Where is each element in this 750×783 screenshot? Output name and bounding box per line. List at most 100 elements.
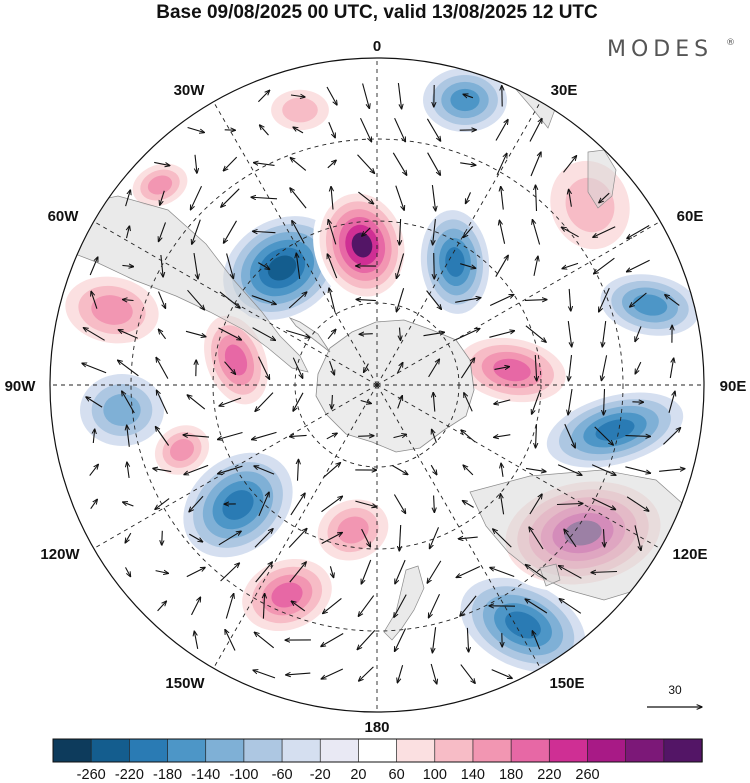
wind-vector <box>358 595 375 617</box>
wind-vector <box>635 361 642 374</box>
wind-vector <box>568 389 573 415</box>
lon-label-30e: 30E <box>551 82 578 99</box>
wind-vector <box>556 504 583 505</box>
wind-vector <box>356 299 376 300</box>
wind-vector <box>669 358 673 379</box>
colorbar-segment <box>205 738 245 763</box>
colorbar-segment <box>358 738 398 763</box>
wind-vector <box>362 227 371 236</box>
wind-vector <box>490 568 515 578</box>
wind-vector <box>663 428 680 445</box>
wind-vector <box>125 567 131 576</box>
anomaly-pos-8 <box>307 490 399 570</box>
wind-vectors <box>82 83 685 684</box>
wind-vector <box>252 327 276 341</box>
wind-vector <box>432 429 437 443</box>
colorbar-segment <box>510 738 551 763</box>
wind-vector <box>258 492 269 517</box>
wind-vector <box>604 388 605 415</box>
wind-vector <box>591 464 616 475</box>
wind-vector <box>254 466 275 475</box>
colorbar-segment <box>663 738 703 763</box>
wind-vector <box>327 160 336 169</box>
wind-vector <box>433 392 435 412</box>
wind-vector <box>155 571 169 574</box>
colorbar-segment <box>548 738 589 763</box>
colorbar: -260 -220 -180 -140 -100 -60 -20 20 60 100 140 180 2… <box>52 738 703 783</box>
modes-logo: MODES ® <box>607 37 735 62</box>
colorbar-segment <box>396 738 436 763</box>
wind-vector <box>321 633 344 647</box>
wind-vector <box>458 537 478 539</box>
wind-vector <box>391 464 408 474</box>
anomaly-pos-9 <box>232 551 342 639</box>
wind-vector <box>433 219 436 245</box>
tasmania-land <box>539 563 561 587</box>
wind-vector <box>332 394 333 409</box>
wind-vector <box>360 117 372 142</box>
wind-vector <box>430 527 440 548</box>
wind-vector <box>158 329 167 340</box>
meridian-line <box>376 221 661 386</box>
anomaly-neg-6 <box>546 392 684 468</box>
wind-vector <box>460 595 477 616</box>
colorbar-segment <box>587 738 627 763</box>
wind-vector <box>593 226 616 238</box>
wind-vector <box>396 253 405 279</box>
wind-vector <box>189 495 204 512</box>
wind-vector <box>665 295 680 306</box>
wind-vector <box>254 529 273 548</box>
meridian-line <box>213 101 378 386</box>
wind-vector <box>392 152 406 175</box>
wind-vector <box>499 220 506 244</box>
wind-vector <box>154 161 170 165</box>
wind-vector <box>162 530 163 545</box>
longitude-labels: 0 30E 60E 90E 120E 150E 180 150W 120W 90… <box>5 38 747 736</box>
wind-vector <box>123 300 134 301</box>
wind-vector <box>434 495 435 513</box>
wind-vector <box>460 163 476 165</box>
wind-vector <box>591 572 618 573</box>
wind-vector <box>559 599 582 614</box>
wind-vector <box>529 494 542 515</box>
wind-vector <box>258 90 269 103</box>
wind-vector <box>89 464 99 476</box>
anomaly-pos-10 <box>446 330 578 410</box>
wind-vector <box>291 601 306 612</box>
wind-vector <box>536 185 537 212</box>
wind-vector <box>290 188 307 209</box>
wind-vector <box>189 533 202 542</box>
wind-vector <box>394 594 407 618</box>
wind-vector <box>323 597 342 613</box>
wind-vector <box>529 119 542 142</box>
anomaly-neg-7 <box>460 577 586 673</box>
wind-vector <box>358 191 373 204</box>
meridian-line <box>93 221 378 386</box>
wind-vector <box>359 666 374 681</box>
colorbar-tick-label: 20 <box>350 767 366 783</box>
wind-vector <box>193 253 198 279</box>
wind-vector <box>327 329 336 340</box>
wind-vector <box>529 527 544 550</box>
wind-vector <box>225 630 236 651</box>
wind-vector <box>326 433 337 440</box>
wind-vector <box>625 466 650 473</box>
wind-vector <box>364 363 369 373</box>
wind-vector <box>496 153 507 176</box>
lon-label-60w: 60W <box>48 208 80 225</box>
wind-vector <box>157 601 167 612</box>
wind-vector <box>400 327 401 341</box>
wind-vector <box>91 291 98 309</box>
wind-vector <box>525 325 546 342</box>
wind-vector <box>489 331 514 338</box>
wind-vector <box>396 362 403 374</box>
wind-vector <box>635 326 642 341</box>
wind-vector <box>220 563 240 582</box>
anomaly-pos-7 <box>147 418 217 482</box>
wind-vector <box>462 501 474 508</box>
wind-vector <box>187 126 205 133</box>
wind-vector <box>461 430 476 443</box>
wind-vector <box>219 397 242 406</box>
wind-vector <box>183 435 210 437</box>
colorbar-tick-label: 260 <box>575 767 599 783</box>
